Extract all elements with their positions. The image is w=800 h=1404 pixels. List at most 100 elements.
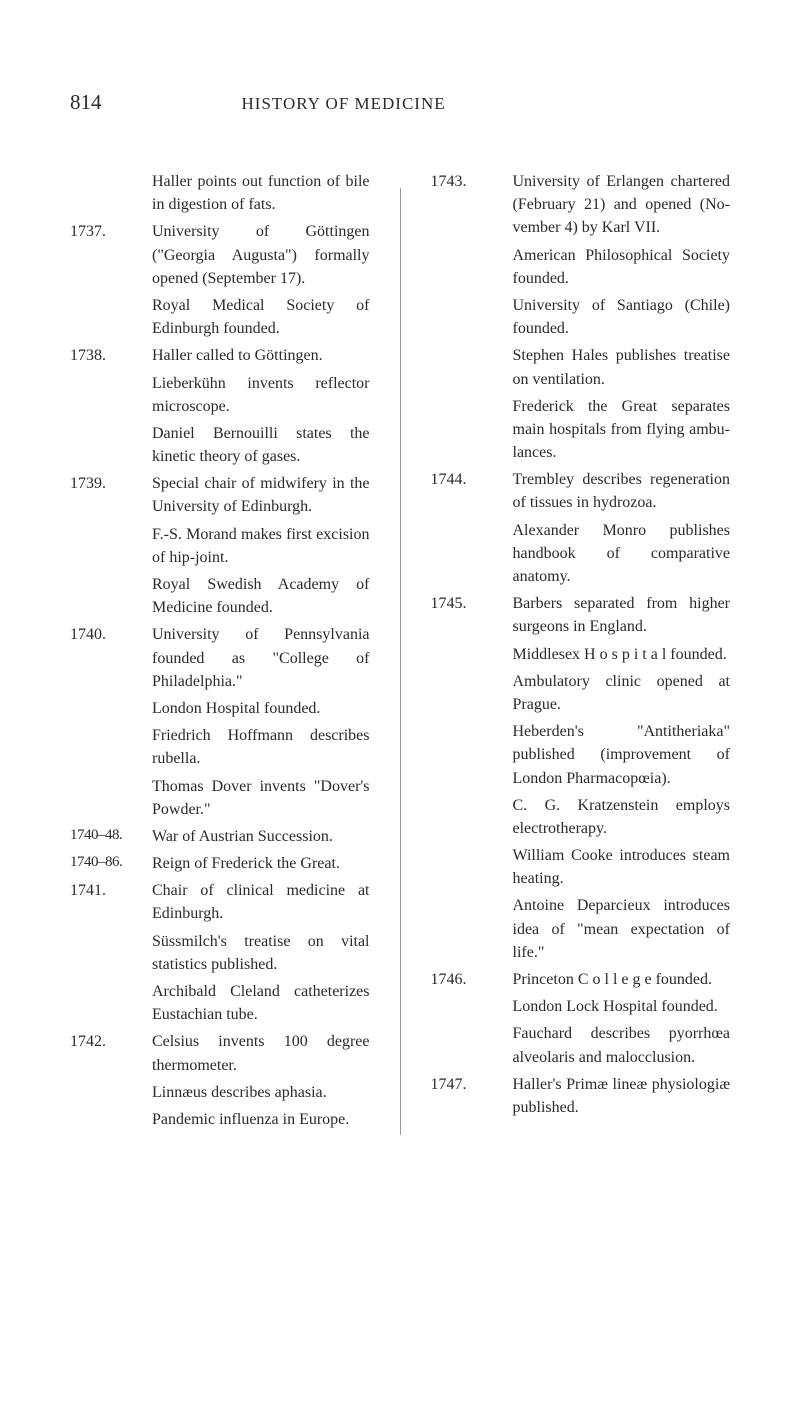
entry-description: Celsius invents 100 de­gree thermometer. (152, 1030, 370, 1076)
timeline-entry: Middlesex H o s p i t a l founded. (431, 643, 731, 666)
entry-description: Pandemic influenza in Europe. (152, 1108, 370, 1131)
entry-year (431, 294, 513, 340)
timeline-entry: F.-S. Morand makes first excision of hip… (70, 523, 370, 569)
timeline-entry: Lieberkühn invents re­flector microscope… (70, 372, 370, 418)
entry-year (431, 894, 513, 964)
timeline-entry: Daniel Bernouilli states the kinetic the… (70, 422, 370, 468)
entry-year: 1745. (431, 592, 513, 638)
entry-description: Chair of clinical medi­cine at Edinburgh… (152, 879, 370, 925)
entry-description: American Philosophical Society founded. (513, 244, 731, 290)
entry-description: Linnæus describes apha­sia. (152, 1081, 370, 1104)
entry-description: Heberden's "Antitheri­aka" published (im… (513, 720, 731, 790)
entry-year (431, 244, 513, 290)
entry-year (431, 344, 513, 390)
entry-year: 1747. (431, 1073, 513, 1119)
entry-year: 1740. (70, 623, 152, 693)
timeline-entry: Süssmilch's treatise on vital statistics… (70, 930, 370, 976)
entry-description: Thomas Dover invents "Dover's Powder." (152, 775, 370, 821)
entry-year (70, 372, 152, 418)
entry-description: Special chair of mid­wifery in the Unive… (152, 472, 370, 518)
entry-description: Reign of Frederick the Great. (152, 852, 370, 875)
entry-year (70, 170, 152, 216)
entry-year: 1738. (70, 344, 152, 367)
right-column: 1743.University of Erlangen chartered (F… (431, 170, 731, 1135)
timeline-entry: 1744.Trembley describes re­generation of… (431, 468, 731, 514)
entry-description: University of Santiago (Chile) founded. (513, 294, 731, 340)
entry-description: Haller points out func­tion of bile in d… (152, 170, 370, 216)
timeline-entry: 1742.Celsius invents 100 de­gree thermom… (70, 1030, 370, 1076)
timeline-entry: 1746.Princeton C o l l e g e founded. (431, 968, 731, 991)
entry-description: Royal Medical Society of Edinburgh found… (152, 294, 370, 340)
entry-description: Haller called to Göttin­gen. (152, 344, 370, 367)
entry-year (431, 670, 513, 716)
entry-description: Princeton C o l l e g e founded. (513, 968, 731, 991)
entry-description: Lieberkühn invents re­flector microscope… (152, 372, 370, 418)
timeline-entry: Linnæus describes apha­sia. (70, 1081, 370, 1104)
timeline-entry: William Cooke intro­duces steam heating. (431, 844, 731, 890)
entry-year (431, 794, 513, 840)
timeline-entry: 1739.Special chair of mid­wifery in the … (70, 472, 370, 518)
timeline-entry: Stephen Hales publishes treatise on vent… (431, 344, 731, 390)
timeline-entry: Alexander Monro pub­lishes handbook of c… (431, 519, 731, 589)
entry-year: 1739. (70, 472, 152, 518)
timeline-entry: Friedrich Hoffmann de­scribes rubella. (70, 724, 370, 770)
entry-year (70, 930, 152, 976)
timeline-entry: American Philosophical Society founded. (431, 244, 731, 290)
entry-description: Daniel Bernouilli states the kinetic the… (152, 422, 370, 468)
entry-year (431, 519, 513, 589)
entry-year: 1737. (70, 220, 152, 290)
timeline-entry: Haller points out func­tion of bile in d… (70, 170, 370, 216)
entry-year (70, 980, 152, 1026)
timeline-entry: Ambulatory clinic opened at Prague. (431, 670, 731, 716)
timeline-entry: Royal Medical Society of Edinburgh found… (70, 294, 370, 340)
entry-description: F.-S. Morand makes first excision of hip… (152, 523, 370, 569)
running-title: HISTORY OF MEDICINE (242, 94, 446, 114)
entry-description: Antoine Deparcieux in­troduces idea of "… (513, 894, 731, 964)
entry-year (70, 573, 152, 619)
entry-year (70, 697, 152, 720)
left-column: Haller points out func­tion of bile in d… (70, 170, 370, 1135)
entry-description: Ambulatory clinic opened at Prague. (513, 670, 731, 716)
entry-year (70, 724, 152, 770)
entry-description: Trembley describes re­generation of tiss… (513, 468, 731, 514)
timeline-entry: 1740–48.War of Austrian Suc­cession. (70, 825, 370, 848)
timeline-entry: London Hospital founded. (70, 697, 370, 720)
column-divider (400, 188, 401, 1135)
page-header: 814 HISTORY OF MEDICINE (70, 90, 730, 115)
timeline-entry: 1737.University of Göttingen ("Georgia A… (70, 220, 370, 290)
entry-year: 1746. (431, 968, 513, 991)
timeline-entry: Fauchard describes py­orrhœa alveolaris … (431, 1022, 731, 1068)
entry-year (70, 422, 152, 468)
entry-description: Archibald Cleland cathe­terizes Eustachi… (152, 980, 370, 1026)
page-number: 814 (70, 90, 102, 115)
entry-description: Süssmilch's treatise on vital statistics… (152, 930, 370, 976)
timeline-entry: Pandemic influenza in Europe. (70, 1108, 370, 1131)
entry-description: University of Göttingen ("Georgia August… (152, 220, 370, 290)
entry-description: Stephen Hales publishes treatise on vent… (513, 344, 731, 390)
entry-description: London Lock Hospital founded. (513, 995, 731, 1018)
entry-year: 1742. (70, 1030, 152, 1076)
timeline-entry: 1745.Barbers separated from higher surge… (431, 592, 731, 638)
entry-year: 1743. (431, 170, 513, 240)
entry-year (70, 1081, 152, 1104)
entry-description: Alexander Monro pub­lishes handbook of c… (513, 519, 731, 589)
timeline-entry: Archibald Cleland cathe­terizes Eustachi… (70, 980, 370, 1026)
timeline-entry: Thomas Dover invents "Dover's Powder." (70, 775, 370, 821)
entry-year (431, 720, 513, 790)
timeline-entry: London Lock Hospital founded. (431, 995, 731, 1018)
entry-description: Friedrich Hoffmann de­scribes rubella. (152, 724, 370, 770)
entry-year: 1740–48. (70, 825, 152, 848)
entry-description: Frederick the Great separates main hospi… (513, 395, 731, 465)
timeline-entry: University of Santiago (Chile) founded. (431, 294, 731, 340)
timeline-entry: 1741.Chair of clinical medi­cine at Edin… (70, 879, 370, 925)
entry-description: Haller's Primæ lineæ phy­siologiæ publis… (513, 1073, 731, 1119)
entry-description: University of Erlangen chartered (Februa… (513, 170, 731, 240)
timeline-entry: Frederick the Great separates main hospi… (431, 395, 731, 465)
entry-description: Fauchard describes py­orrhœa alveolaris … (513, 1022, 731, 1068)
entry-description: Royal Swedish Academy of Medicine founde… (152, 573, 370, 619)
entry-year (431, 643, 513, 666)
timeline-entry: C. G. Kratzenstein em­ploys electrothera… (431, 794, 731, 840)
entry-description: Barbers separated from higher surgeons i… (513, 592, 731, 638)
entry-year: 1740–86. (70, 852, 152, 875)
timeline-entry: 1740–86.Reign of Frederick the Great. (70, 852, 370, 875)
